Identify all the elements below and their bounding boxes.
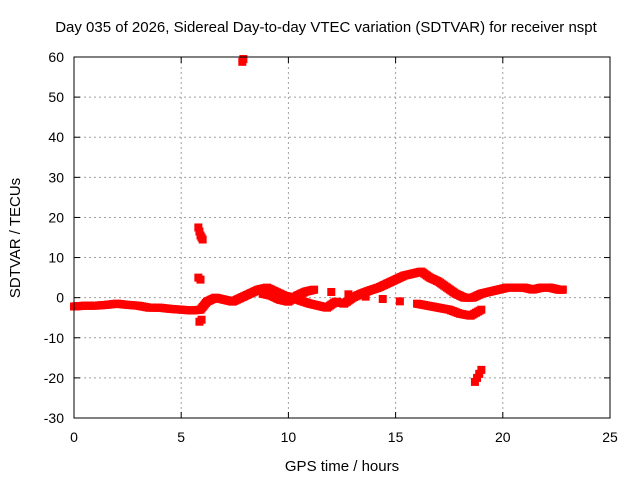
x-tick-label: 25	[602, 429, 618, 445]
data-points	[70, 55, 567, 386]
x-tick-label: 0	[70, 429, 78, 445]
data-point	[197, 315, 206, 324]
data-point	[196, 275, 205, 284]
y-tick-label: 20	[48, 209, 64, 225]
data-point	[194, 223, 203, 232]
y-tick-label: 30	[48, 169, 64, 185]
y-tick-label: -20	[44, 370, 64, 386]
data-point	[327, 287, 336, 296]
series-secondary	[258, 285, 486, 320]
y-axis-ticks: -30 -20 -10 0 10 20 30 40 50 60	[44, 49, 610, 426]
x-tick-label: 20	[495, 429, 511, 445]
y-tick-label: -10	[44, 330, 64, 346]
data-point	[477, 305, 486, 314]
y-tick-label: 10	[48, 250, 64, 266]
x-axis-label: GPS time / hours	[285, 458, 399, 475]
data-point	[361, 292, 370, 301]
data-point	[195, 227, 204, 236]
data-point	[310, 285, 319, 294]
y-axis-label: SDTVAR / TECUs	[7, 178, 24, 298]
x-axis-ticks: 0 5 10 15 20 25	[70, 57, 618, 445]
chart-title: Day 035 of 2026, Sidereal Day-to-day VTE…	[55, 19, 597, 36]
data-point	[558, 285, 567, 294]
data-point	[395, 297, 404, 306]
data-point	[198, 235, 207, 244]
data-point	[378, 295, 387, 304]
data-point	[473, 373, 482, 382]
data-point	[470, 377, 479, 386]
x-tick-label: 10	[281, 429, 297, 445]
x-tick-label: 5	[177, 429, 185, 445]
data-point	[344, 290, 353, 299]
x-tick-label: 15	[388, 429, 404, 445]
series-main	[70, 267, 567, 315]
data-point	[477, 365, 486, 374]
y-tick-label: 60	[48, 49, 64, 65]
data-point	[475, 369, 484, 378]
y-tick-label: -30	[44, 410, 64, 426]
plot-frame	[73, 56, 611, 419]
series-outliers	[194, 55, 486, 386]
grid-lines	[74, 57, 610, 418]
data-point	[239, 55, 248, 64]
y-tick-label: 50	[48, 89, 64, 105]
y-tick-label: 40	[48, 129, 64, 145]
y-tick-label: 0	[56, 290, 64, 306]
